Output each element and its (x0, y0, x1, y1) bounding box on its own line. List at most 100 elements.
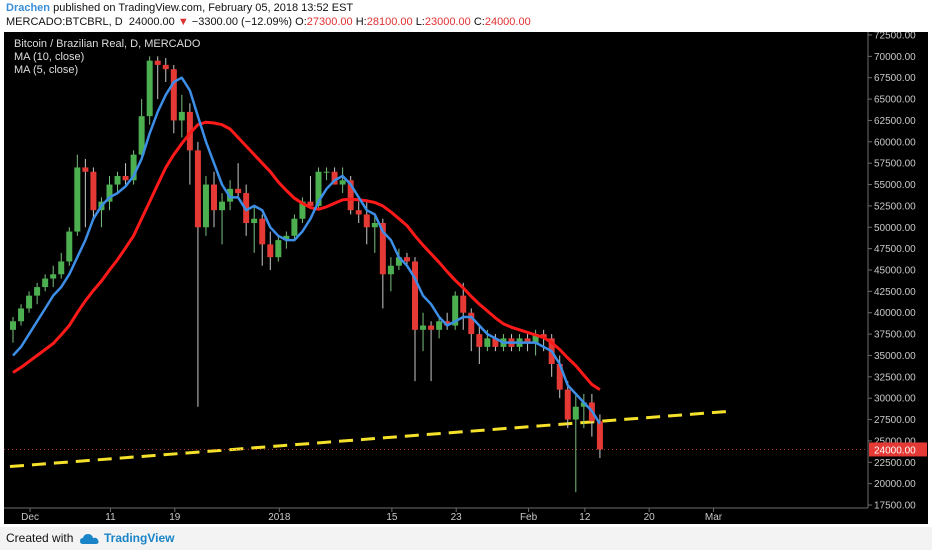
price-tick-label: 40000.00 (874, 308, 916, 319)
candle-up (114, 176, 121, 185)
candle-up (580, 402, 587, 407)
candle-up (219, 201, 226, 211)
candle-down (162, 64, 169, 70)
candle-down (564, 389, 571, 420)
last-price: 24000.00 (128, 16, 175, 28)
time-tick-label: Mar (705, 512, 723, 523)
candle-down (524, 338, 531, 343)
price-tick-label: 42500.00 (874, 287, 916, 298)
candle-down (468, 312, 475, 335)
price-tick-label: 17500.00 (874, 501, 916, 512)
candle-up (572, 406, 579, 420)
price-tick-label: 25000.00 (874, 436, 916, 447)
published-text: published on TradingView.com, February 0… (50, 2, 354, 14)
open-label: O: (295, 16, 307, 28)
candle-down (90, 171, 97, 211)
candle-down (347, 180, 354, 211)
candle-down (460, 295, 467, 313)
price-tick-label: 72500.00 (874, 32, 916, 42)
legend-ma10[interactable]: MA (10, close) (14, 51, 85, 63)
candlestick-chart[interactable]: 17500.00 20000.00 22500.00 25000.00 27500.00… (4, 32, 928, 524)
candle-down (379, 223, 386, 275)
price-tick-label: 27500.00 (874, 415, 916, 426)
legend-title: Bitcoin / Brazilian Real, D, MERCADO (14, 38, 201, 50)
time-tick-label: 11 (105, 512, 116, 523)
candle-up (323, 171, 330, 173)
price-tick-label: 45000.00 (874, 266, 916, 277)
candle-down (82, 167, 89, 172)
candle-up (74, 167, 81, 232)
price-tick-label: 35000.00 (874, 351, 916, 362)
candle-up (138, 116, 145, 155)
candle-down (267, 244, 274, 258)
candle-up (395, 257, 402, 266)
price-tick-label: 20000.00 (874, 479, 916, 490)
time-tick-label: 2018 (268, 512, 291, 523)
price-tick-label: 60000.00 (874, 137, 916, 148)
candle-up (58, 261, 65, 275)
candle-down (492, 338, 499, 347)
candle-up (146, 60, 153, 117)
candle-up (10, 321, 16, 330)
price-tick-label: 62500.00 (874, 116, 916, 127)
candle-up (339, 180, 346, 185)
time-tick-label: 23 (451, 512, 463, 523)
candle-up (532, 334, 539, 343)
legend-ma5[interactable]: MA (5, close) (14, 64, 79, 76)
candle-down (194, 150, 201, 228)
candle-up (202, 184, 209, 228)
chart-header: Drachen published on TradingView.com, Fe… (0, 0, 932, 32)
symbol-label: MERCADO:BTCBRL, D (6, 16, 123, 28)
candle-up (34, 287, 41, 296)
candle-down (355, 210, 362, 215)
time-tick-label: 20 (644, 512, 656, 523)
candle-down (122, 176, 129, 181)
candle-down (154, 60, 161, 65)
candle-up (315, 171, 322, 206)
author-link[interactable]: Drachen (6, 2, 51, 14)
tradingview-cloud-icon (80, 534, 99, 544)
candle-up (251, 218, 258, 223)
candle-up (291, 218, 298, 236)
ma10-line (12, 120, 601, 391)
price-tick-label: 70000.00 (874, 52, 916, 63)
time-tick-label: Dec (21, 512, 39, 523)
candle-down (235, 188, 242, 194)
price-tick-label: 47500.00 (874, 244, 916, 255)
open-value: 27300.00 (306, 16, 353, 28)
candle-up (66, 231, 73, 262)
candle-up (26, 295, 33, 309)
tradingview-logo-link[interactable]: TradingView (104, 531, 175, 545)
candle-up (42, 278, 49, 288)
low-value: 23000.00 (424, 16, 471, 28)
chart-pane[interactable]: 17500.00 20000.00 22500.00 25000.00 27500.00… (4, 32, 928, 524)
candle-down (363, 214, 370, 228)
price-tick-label: 22500.00 (874, 458, 916, 469)
candle-down (259, 218, 266, 245)
candle-down (428, 325, 435, 330)
close-value: 24000.00 (484, 16, 531, 28)
time-tick-label: 12 (579, 512, 591, 523)
price-tick-label: 52500.00 (874, 201, 916, 212)
price-tick-label: 67500.00 (874, 73, 916, 84)
candle-up (452, 295, 459, 326)
candle-up (18, 308, 25, 322)
high-value: 28100.00 (366, 16, 413, 28)
candle-down (412, 261, 418, 330)
time-tick-label: 19 (169, 512, 181, 523)
price-change: −3300.00 (−12.09%) (191, 16, 293, 28)
trend-line (9, 409, 734, 469)
candle-up (371, 223, 378, 228)
last-price-badge (869, 442, 927, 457)
price-tick-label: 30000.00 (874, 394, 916, 405)
last-price-badge-label: 24000.00 (874, 445, 916, 456)
price-tick-label: 55000.00 (874, 180, 916, 191)
candle-down (444, 321, 451, 326)
close-label: C: (473, 16, 485, 28)
candle-up (420, 325, 427, 330)
price-tick-label: 37500.00 (874, 330, 916, 341)
footer-bar: Created with TradingView (0, 527, 932, 550)
time-tick-label: 15 (386, 512, 398, 523)
candle-down (403, 257, 410, 262)
candle-up (484, 338, 491, 347)
